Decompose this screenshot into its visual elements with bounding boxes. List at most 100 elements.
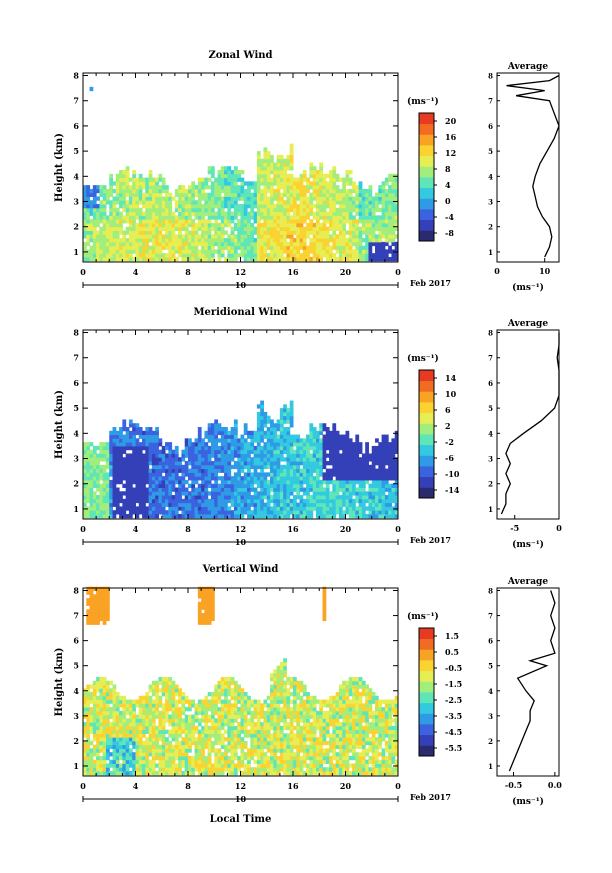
- heatmap-cell: [230, 464, 235, 470]
- heatmap-cell: [92, 468, 97, 473]
- heatmap-cell: [112, 695, 117, 701]
- heatmap-cell: [83, 476, 87, 481]
- heatmap-cell: [375, 472, 379, 477]
- heatmap-cell: [83, 219, 87, 224]
- heatmap-cell: [148, 196, 153, 201]
- heatmap-cell: [86, 510, 91, 515]
- heatmap-cell: [378, 487, 383, 492]
- average-y-tick-label: 4: [488, 429, 493, 438]
- heatmap-cell: [132, 238, 136, 243]
- heatmap-cell: [204, 479, 209, 485]
- heatmap-cell: [105, 699, 110, 704]
- heatmap-cell: [86, 733, 91, 738]
- heatmap-cell: [293, 200, 297, 205]
- heatmap-cell: [89, 718, 94, 723]
- heatmap-cell: [109, 430, 114, 436]
- heatmap-cell: [217, 502, 222, 507]
- heatmap-cell: [391, 256, 396, 262]
- heatmap-cell: [289, 196, 294, 201]
- heatmap-cell: [99, 498, 104, 504]
- heatmap-cell: [283, 192, 287, 197]
- heatmap-cell: [96, 188, 100, 194]
- heatmap-cell: [247, 222, 251, 228]
- heatmap-cell: [112, 744, 117, 749]
- heatmap-cell: [132, 241, 136, 247]
- heatmap-cell: [381, 502, 386, 507]
- heatmap-cell: [132, 438, 136, 443]
- heatmap-cell: [148, 487, 153, 492]
- heatmap-cell: [99, 215, 104, 220]
- heatmap-cell: [342, 241, 346, 247]
- heatmap-cell: [220, 464, 225, 470]
- heatmap-cell: [217, 449, 222, 454]
- heatmap-cell: [279, 253, 284, 258]
- heatmap-cell: [384, 498, 389, 504]
- heatmap-cell: [263, 430, 268, 436]
- heatmap-cell: [247, 192, 251, 197]
- heatmap-cell: [394, 204, 399, 209]
- heatmap-cell: [256, 513, 261, 519]
- heatmap-cell: [276, 483, 281, 488]
- heatmap-cell: [135, 495, 140, 500]
- heatmap-cell: [293, 245, 297, 250]
- heatmap-cell: [260, 245, 264, 250]
- heatmap-cell: [283, 513, 287, 519]
- heatmap-cell: [168, 714, 173, 719]
- heatmap-cell: [158, 192, 163, 197]
- heatmap-cell: [119, 744, 123, 749]
- heatmap-cell: [161, 718, 166, 723]
- heatmap-cell: [309, 434, 314, 439]
- heatmap-cell: [158, 680, 163, 686]
- heatmap-cell: [361, 506, 366, 511]
- heatmap-cell: [86, 472, 91, 477]
- heatmap-cell: [263, 442, 268, 447]
- heatmap-cell: [138, 763, 143, 768]
- heatmap-cell: [92, 601, 97, 607]
- heatmap-cell: [237, 188, 241, 194]
- heatmap-cell: [86, 222, 91, 228]
- heatmap-cell: [352, 200, 356, 205]
- heatmap-cell: [165, 513, 169, 519]
- heatmap-cell: [145, 215, 150, 220]
- heatmap-cell: [165, 222, 169, 228]
- heatmap-cell: [276, 445, 281, 451]
- heatmap-cell: [315, 253, 320, 258]
- heatmap-cell: [319, 226, 324, 231]
- heatmap-cell: [204, 207, 209, 213]
- heatmap-cell: [312, 204, 317, 209]
- heatmap-cell: [352, 472, 356, 477]
- heatmap-cell: [286, 483, 291, 488]
- heatmap-cell: [181, 196, 186, 201]
- heatmap-cell: [302, 438, 307, 443]
- heatmap-cell: [224, 468, 228, 473]
- heatmap-cell: [109, 725, 114, 731]
- heatmap-cell: [270, 207, 274, 213]
- heatmap-cell: [270, 498, 274, 504]
- heatmap-cell: [365, 245, 369, 250]
- heatmap-cell: [217, 476, 222, 481]
- heatmap-cell: [250, 241, 255, 247]
- heatmap-cell: [128, 211, 133, 216]
- heatmap-cell: [240, 457, 245, 462]
- heatmap-cell: [240, 449, 245, 454]
- heatmap-cell: [89, 192, 94, 197]
- heatmap-cell: [119, 430, 123, 436]
- heatmap-cell: [148, 430, 153, 436]
- heatmap-cell: [332, 464, 337, 470]
- heatmap-cell: [273, 442, 278, 447]
- heatmap-cell: [135, 453, 140, 458]
- heatmap-cell: [325, 476, 330, 481]
- heatmap-cell: [309, 219, 314, 224]
- heatmap-cell: [224, 241, 228, 247]
- heatmap-cell: [273, 479, 278, 485]
- heatmap-cell: [289, 181, 294, 186]
- heatmap-cell: [250, 487, 255, 492]
- heatmap-cell: [99, 605, 104, 610]
- heatmap-cell: [132, 226, 136, 231]
- heatmap-cell: [289, 453, 294, 458]
- heatmap-cell: [233, 256, 238, 262]
- heatmap-cell: [283, 502, 287, 507]
- heatmap-cell: [361, 196, 366, 201]
- heatmap-cell: [335, 434, 340, 439]
- heatmap-cell: [253, 245, 258, 250]
